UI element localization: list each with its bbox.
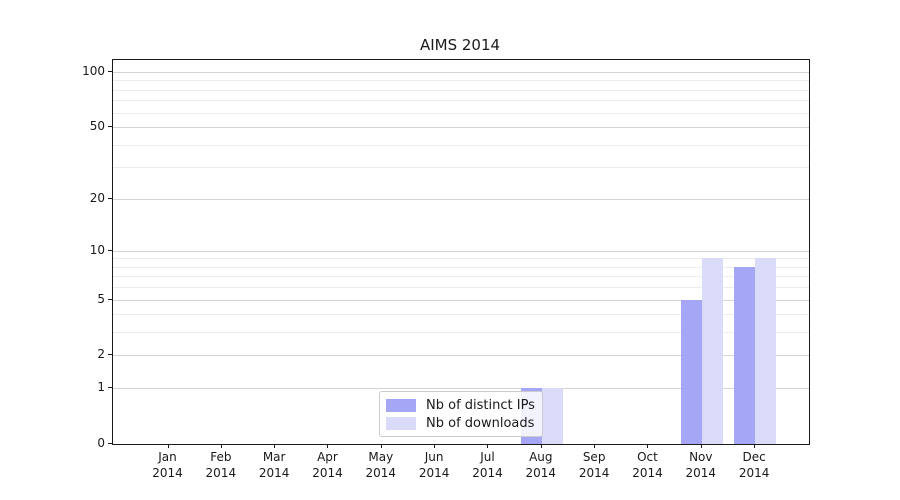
y-tick-mark xyxy=(108,387,112,388)
legend: Nb of distinct IPs Nb of downloads xyxy=(379,391,543,437)
minor-gridline xyxy=(113,287,809,289)
y-tick-mark xyxy=(108,126,112,127)
x-tick-year: 2014 xyxy=(365,466,397,480)
x-tick-label: Feb 2014 xyxy=(189,449,253,481)
y-tick-mark xyxy=(108,299,112,300)
x-tick-year: 2014 xyxy=(578,466,610,480)
bar-nb-of-downloads xyxy=(755,258,777,444)
x-tick-mark xyxy=(220,444,222,448)
x-tick-label: Sep 2014 xyxy=(562,449,626,481)
bar-nb-of-distinct-ips xyxy=(734,266,756,444)
major-gridline xyxy=(113,250,809,252)
x-tick-year: 2014 xyxy=(258,466,290,480)
y-tick-label: 0 xyxy=(97,436,105,450)
major-gridline xyxy=(113,355,809,357)
legend-label-distinct-ips: Nb of distinct IPs xyxy=(426,397,535,413)
legend-item-distinct-ips: Nb of distinct IPs xyxy=(386,397,538,413)
x-tick-mark xyxy=(380,444,382,448)
x-tick-year: 2014 xyxy=(418,466,450,480)
chart-title: AIMS 2014 xyxy=(419,36,501,54)
x-tick-mark xyxy=(434,444,436,448)
x-tick-year: 2014 xyxy=(632,466,663,480)
major-gridline xyxy=(113,198,809,200)
minor-gridline xyxy=(113,258,809,260)
y-tick-mark xyxy=(108,443,112,444)
x-tick-year: 2014 xyxy=(525,466,557,480)
minor-gridline xyxy=(113,80,809,82)
minor-gridline xyxy=(113,314,809,316)
minor-gridline xyxy=(113,100,809,102)
x-tick-label: Dec 2014 xyxy=(722,449,786,481)
y-tick-mark xyxy=(108,198,112,199)
major-gridline xyxy=(113,126,809,128)
x-tick-year: 2014 xyxy=(685,466,717,480)
x-tick-year: 2014 xyxy=(472,466,503,480)
y-tick-label: 5 xyxy=(97,291,105,306)
minor-gridline xyxy=(113,144,809,146)
y-tick-label: 10 xyxy=(89,242,105,257)
minor-gridline xyxy=(113,89,809,91)
bar-nb-of-downloads xyxy=(541,388,563,444)
x-tick-mark xyxy=(327,444,329,448)
y-tick-mark xyxy=(108,250,112,251)
bar-nb-of-distinct-ips xyxy=(680,299,702,444)
legend-label-downloads: Nb of downloads xyxy=(426,415,535,431)
legend-swatch-distinct-ips-icon xyxy=(386,398,416,412)
y-tick-label: 20 xyxy=(89,190,105,205)
minor-gridline xyxy=(113,167,809,169)
x-tick-label: Mar 2014 xyxy=(242,449,306,481)
y-tick-label: 2 xyxy=(97,347,105,362)
x-tick-label: May 2014 xyxy=(349,449,413,481)
x-tick-mark xyxy=(594,444,596,448)
x-tick-mark xyxy=(647,444,649,448)
x-tick-year: 2014 xyxy=(312,466,343,480)
x-tick-label: Jul 2014 xyxy=(455,449,519,481)
bar-nb-of-downloads xyxy=(701,258,723,444)
x-tick-label: Jan 2014 xyxy=(136,449,200,481)
x-tick-year: 2014 xyxy=(205,466,237,480)
major-gridline xyxy=(113,71,809,73)
major-gridline xyxy=(113,388,809,390)
y-tick-label: 50 xyxy=(89,118,105,133)
legend-item-downloads: Nb of downloads xyxy=(386,415,538,431)
y-tick-mark xyxy=(108,354,112,355)
legend-swatch-downloads-icon xyxy=(386,416,416,430)
x-tick-label: Apr 2014 xyxy=(295,449,359,481)
plot-area xyxy=(112,59,810,445)
y-tick-mark xyxy=(108,71,112,72)
x-tick-label: Jun 2014 xyxy=(402,449,466,481)
x-tick-year: 2014 xyxy=(152,466,183,480)
x-tick-year: 2014 xyxy=(738,466,770,480)
minor-gridline xyxy=(113,332,809,334)
x-tick-mark xyxy=(167,444,169,448)
y-tick-label: 1 xyxy=(97,380,105,395)
x-tick-mark xyxy=(700,444,702,448)
minor-gridline xyxy=(113,266,809,268)
x-tick-label: Oct 2014 xyxy=(615,449,679,481)
y-tick-label: 100 xyxy=(82,63,105,78)
x-tick-label: Aug 2014 xyxy=(509,449,573,481)
x-tick-mark xyxy=(274,444,276,448)
minor-gridline xyxy=(113,112,809,114)
x-tick-label: Nov 2014 xyxy=(669,449,733,481)
major-gridline xyxy=(113,299,809,301)
minor-gridline xyxy=(113,276,809,278)
x-tick-mark xyxy=(487,444,489,448)
x-tick-mark xyxy=(754,444,756,448)
x-tick-mark xyxy=(540,444,542,448)
